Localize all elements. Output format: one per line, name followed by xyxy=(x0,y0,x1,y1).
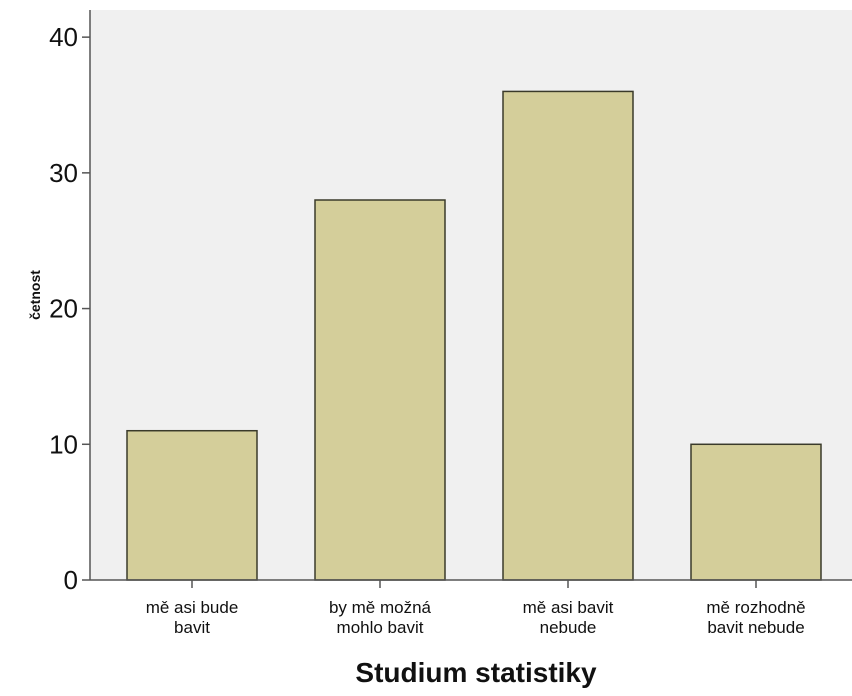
x-tick-label: mě asi bude bavit xyxy=(146,598,239,637)
y-tick-label: 0 xyxy=(64,565,78,595)
bar xyxy=(502,90,634,581)
bar xyxy=(126,429,258,581)
x-tick-label: mě rozhodně bavit nebude xyxy=(706,598,805,637)
bar xyxy=(314,199,446,581)
y-tick-label: 30 xyxy=(49,158,78,188)
y-axis-label: četnost xyxy=(27,270,43,320)
bar xyxy=(690,443,822,581)
y-tick-label: 20 xyxy=(49,294,78,324)
x-axis-ticks: mě asi bude bavit by mě možná mohlo bavit mě… xyxy=(146,580,806,637)
x-axis-label: Studium statistiky xyxy=(355,657,597,688)
bars xyxy=(126,90,822,581)
y-axis-ticks: 0 10 20 30 40 xyxy=(49,22,90,595)
y-tick-label: 40 xyxy=(49,22,78,52)
x-tick-label: by mě možná mohlo bavit xyxy=(329,598,432,637)
y-tick-label: 10 xyxy=(49,429,78,459)
x-tick-label: mě asi bavit nebude xyxy=(523,598,614,637)
